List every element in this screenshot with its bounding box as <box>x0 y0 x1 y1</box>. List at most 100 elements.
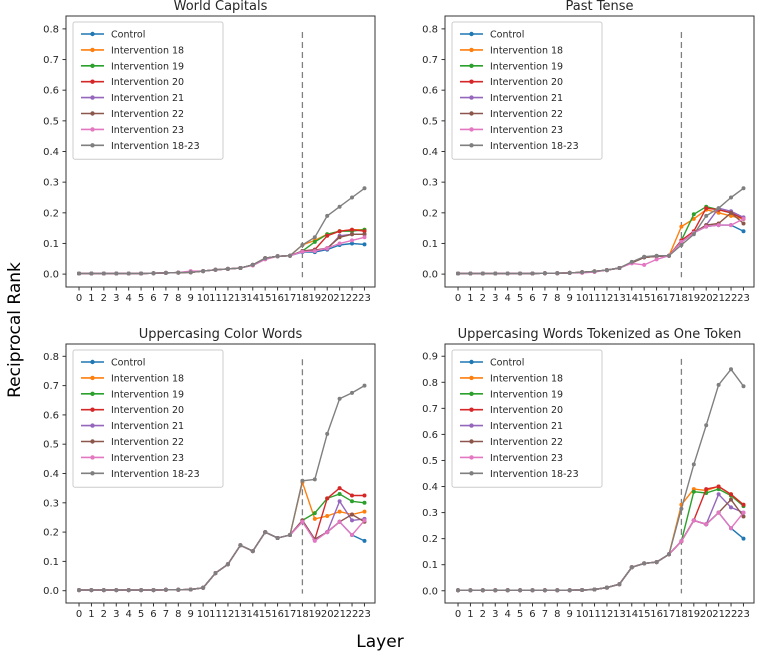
series-line <box>458 187 744 275</box>
data-point <box>679 243 684 247</box>
legend-label: Control <box>111 358 145 369</box>
legend-label: Intervention 18 <box>111 373 184 384</box>
subplot-title: Uppercasing Color Words <box>138 327 303 342</box>
data-point <box>362 518 367 523</box>
series-line <box>458 493 744 591</box>
y-tick-label: 0.2 <box>43 208 59 219</box>
data-point <box>493 271 498 276</box>
data-point <box>77 588 81 593</box>
x-tick-label: 0 <box>76 293 82 304</box>
legend-label: Intervention 18-23 <box>111 141 200 152</box>
x-tick-label: 8 <box>554 293 560 304</box>
x-tick-label: 11 <box>588 293 601 304</box>
axes: 0.00.10.20.30.40.50.60.70.80 1 2 3 4 5 6 7 8 9 10 1… <box>43 24 371 304</box>
y-tick-label: 0.4 <box>43 147 59 158</box>
series-intervention-23 <box>456 510 746 593</box>
y-tick-label: 0.7 <box>43 381 59 392</box>
legend-marker-dot <box>469 375 474 381</box>
data-point <box>691 489 696 494</box>
data-point <box>704 206 709 211</box>
x-tick-label: 22 <box>725 293 738 304</box>
x-tick-label: 17 <box>663 609 676 620</box>
world-capitals-plot-canvas: 0.00.10.20.30.40.50.60.70.80 1 2 3 4 5 6 7 8 9 10 1… <box>43 15 376 304</box>
data-point <box>567 588 572 593</box>
data-point <box>312 477 317 482</box>
data-point <box>362 229 367 234</box>
data-point <box>89 588 94 593</box>
legend-label: Intervention 21 <box>490 421 563 432</box>
data-point <box>101 271 106 276</box>
series-line <box>458 485 744 591</box>
data-point <box>151 271 156 276</box>
y-tick-label: 0.2 <box>422 534 438 545</box>
data-point <box>716 210 721 215</box>
data-point <box>312 235 317 240</box>
data-point <box>350 238 354 243</box>
legend-label: Intervention 19 <box>111 389 184 400</box>
data-point <box>300 519 305 524</box>
legend-marker-dot <box>469 471 474 476</box>
x-tick-label: 19 <box>308 293 321 304</box>
y-tick-label: 0.5 <box>422 456 438 467</box>
series-intervention-20 <box>456 484 746 593</box>
data-point <box>691 518 696 523</box>
data-point <box>350 232 354 237</box>
legend-label: Intervention 22 <box>490 437 563 448</box>
data-point <box>275 254 280 259</box>
data-point <box>729 497 733 502</box>
data-point <box>362 235 367 240</box>
data-point <box>580 588 585 592</box>
x-tick-label: 11 <box>588 609 601 620</box>
data-point <box>312 511 317 516</box>
series-line <box>458 498 745 591</box>
data-point <box>456 271 460 276</box>
x-tick-label: 7 <box>542 293 548 304</box>
series-line <box>458 212 744 275</box>
x-tick-label: 9 <box>567 293 573 304</box>
x-tick-label: 16 <box>271 609 284 620</box>
data-point <box>250 262 255 267</box>
data-point <box>741 221 746 226</box>
data-point <box>114 271 119 276</box>
data-point <box>530 271 535 276</box>
x-tick-label: 8 <box>554 609 560 620</box>
data-point <box>704 224 709 229</box>
data-point <box>704 423 709 428</box>
data-point <box>518 271 523 276</box>
series-intervention-20 <box>77 227 367 276</box>
y-tick-label: 0.8 <box>43 352 59 363</box>
y-tick-label: 0.0 <box>422 270 438 281</box>
x-tick-label: 20 <box>321 609 334 620</box>
series-intervention-18-23 <box>77 383 367 593</box>
legend-marker-dot <box>469 127 474 132</box>
x-tick-label: 4 <box>504 293 510 304</box>
legend-marker-dot <box>469 391 474 396</box>
y-tick-label: 0.3 <box>43 178 59 189</box>
data-point <box>679 224 684 229</box>
data-point <box>312 239 317 244</box>
x-tick-label: 18 <box>675 293 688 304</box>
data-point <box>337 204 342 209</box>
x-tick-label: 3 <box>113 609 119 620</box>
x-tick-label: 4 <box>504 609 510 620</box>
series-line <box>79 513 365 591</box>
data-point <box>604 268 609 273</box>
y-tick-label: 0.8 <box>43 24 59 35</box>
data-point <box>567 270 572 275</box>
legend-label: Control <box>490 30 524 41</box>
legend-label: Intervention 19 <box>490 61 563 72</box>
x-tick-label: 13 <box>234 609 247 620</box>
data-point <box>667 552 671 557</box>
series-line <box>458 218 744 275</box>
legend-marker-dot <box>90 143 95 148</box>
y-tick-label: 0.7 <box>422 404 438 415</box>
x-tick-label: 3 <box>492 609 498 620</box>
subplot-title: Past Tense <box>565 0 634 14</box>
legend-label: Intervention 20 <box>490 77 563 88</box>
plot-frame <box>65 15 376 288</box>
x-tick-label: 18 <box>675 609 688 620</box>
legend-label: Intervention 23 <box>111 453 184 464</box>
data-point <box>201 585 206 590</box>
plot-frame <box>65 343 376 604</box>
y-tick-label: 0.5 <box>43 116 59 127</box>
